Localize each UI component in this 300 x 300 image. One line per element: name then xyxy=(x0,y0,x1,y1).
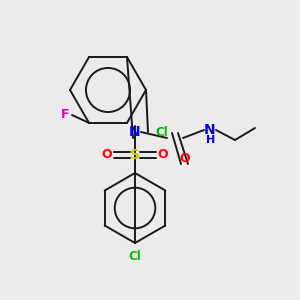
Text: O: O xyxy=(180,152,190,164)
Text: O: O xyxy=(102,148,112,161)
Text: O: O xyxy=(158,148,168,161)
Text: Cl: Cl xyxy=(155,125,168,139)
Text: Cl: Cl xyxy=(129,250,141,262)
Text: F: F xyxy=(61,109,69,122)
Text: S: S xyxy=(130,148,140,162)
Text: N: N xyxy=(204,123,216,137)
Text: N: N xyxy=(129,125,141,139)
Text: H: H xyxy=(206,135,216,145)
